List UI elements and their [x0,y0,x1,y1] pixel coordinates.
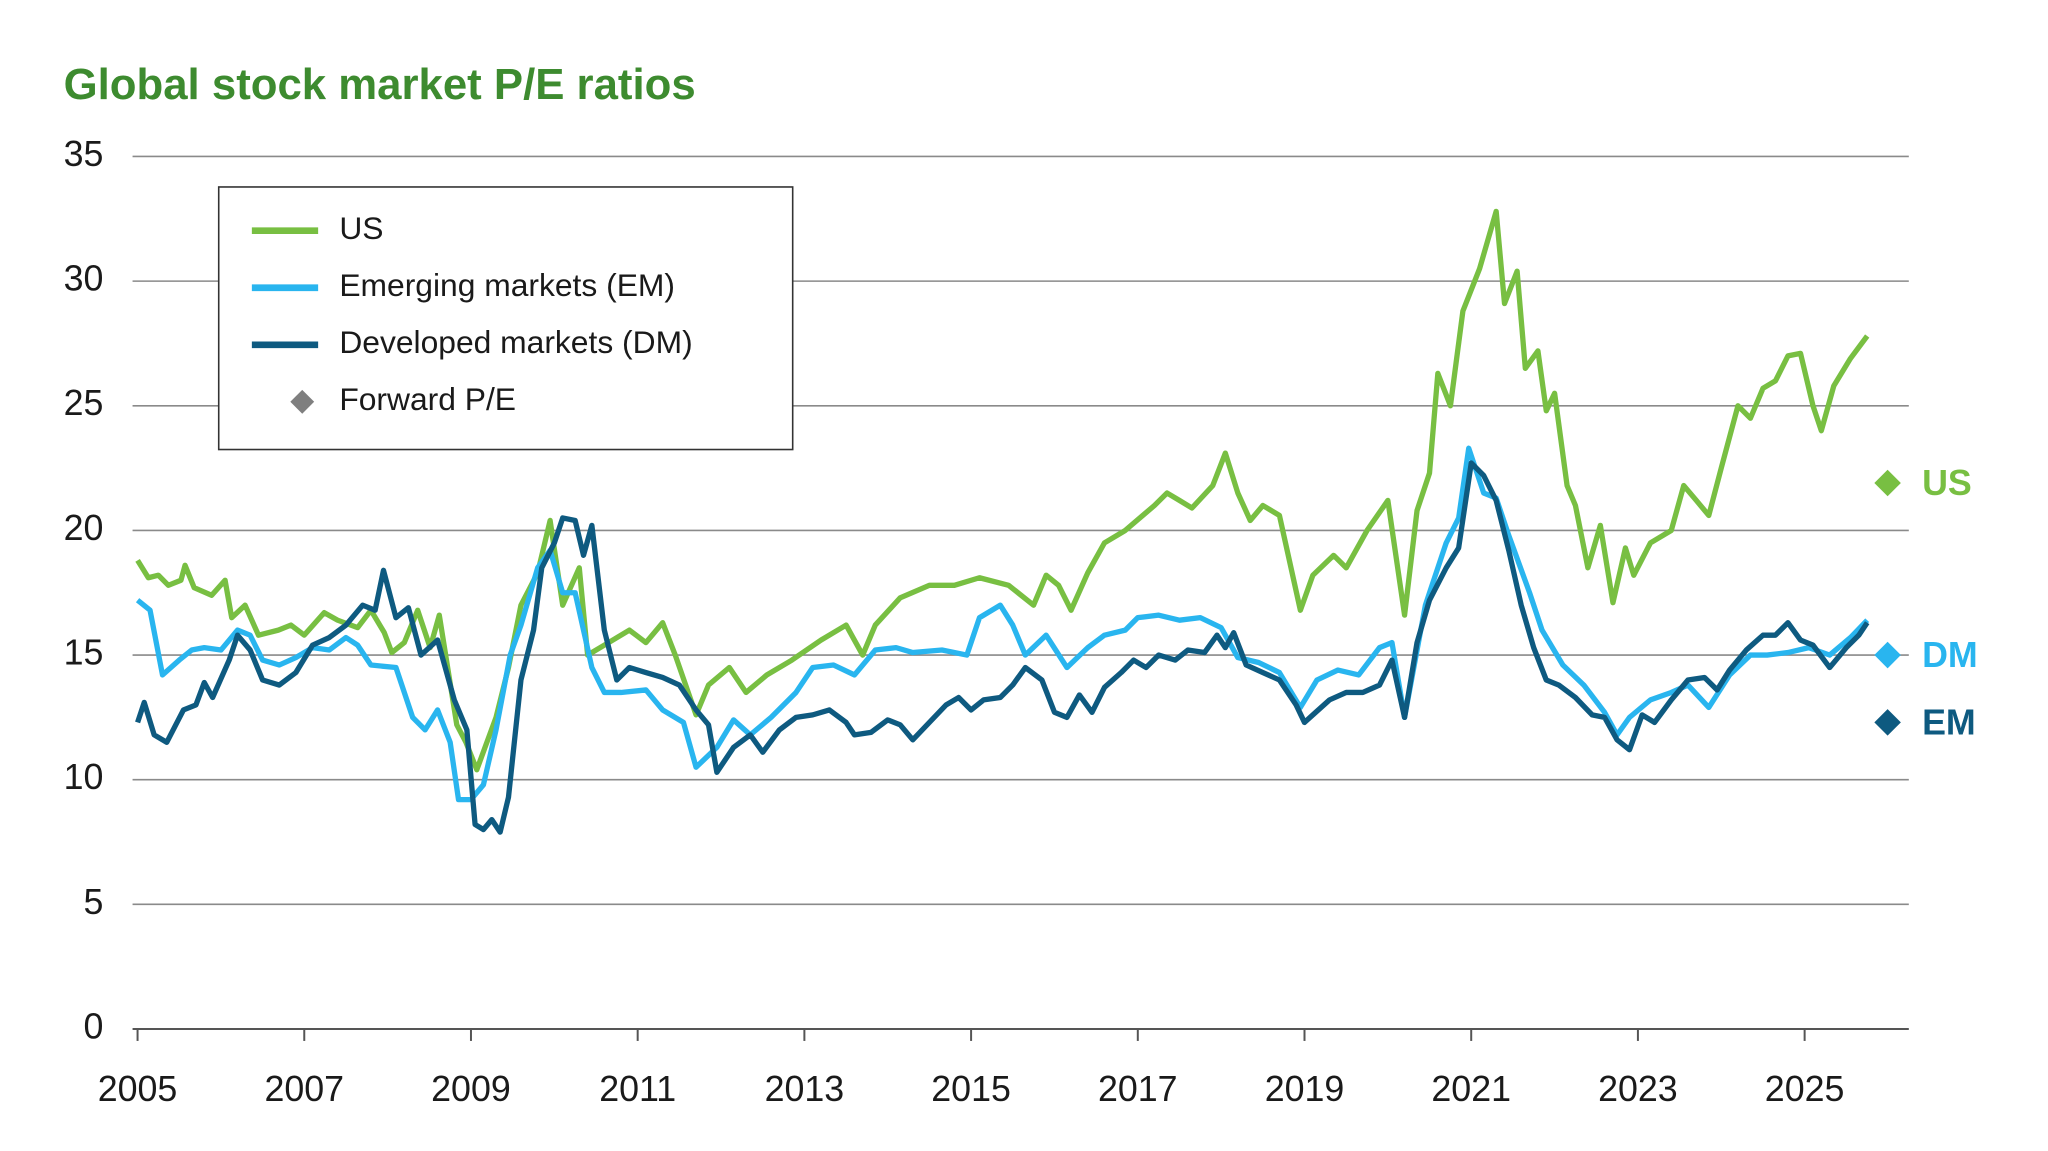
forward-pe-label: DM [1922,635,1978,675]
x-tick-label: 2011 [599,1069,676,1109]
legend-label: Forward P/E [339,381,516,417]
x-tick-label: 2021 [1431,1069,1511,1109]
forward-pe-label: EM [1922,702,1976,742]
y-tick-label: 35 [64,134,104,174]
x-tick-label: 2005 [98,1069,178,1109]
x-tick-label: 2009 [431,1069,511,1109]
legend-label: Emerging markets (EM) [339,267,675,303]
y-tick-label: 15 [64,633,104,673]
legend-label: Developed markets (DM) [339,324,692,360]
series-line [135,445,1870,803]
series-line [135,208,1870,773]
y-tick-label: 0 [83,1006,103,1046]
forward-pe-marker [1874,469,1901,497]
x-tick-label: 2007 [264,1069,344,1109]
series-line [135,460,1870,835]
legend: US Emerging markets (EM) Developed markets… [217,186,794,451]
y-tick-label: 30 [64,259,104,299]
chart-title: Global stock market P/E ratios [64,60,696,109]
y-tick-label: 10 [64,757,104,797]
forward-pe-marker [1874,709,1901,736]
x-tick-label: 2025 [1765,1069,1845,1109]
forward-pe-marker [1874,641,1901,669]
x-tick-label: 2017 [1098,1069,1178,1109]
y-tick-label: 25 [64,383,104,423]
x-tick-label: 2013 [765,1069,845,1109]
x-tick-label: 2023 [1598,1069,1678,1109]
y-tick-label: 20 [64,508,104,548]
forward-pe-label: US [1922,463,1972,503]
x-tick-label: 2019 [1265,1069,1345,1109]
legend-diamond [290,389,315,414]
x-tick-label: 2015 [931,1069,1011,1109]
legend-label: US [339,210,383,246]
y-tick-label: 5 [83,882,103,922]
